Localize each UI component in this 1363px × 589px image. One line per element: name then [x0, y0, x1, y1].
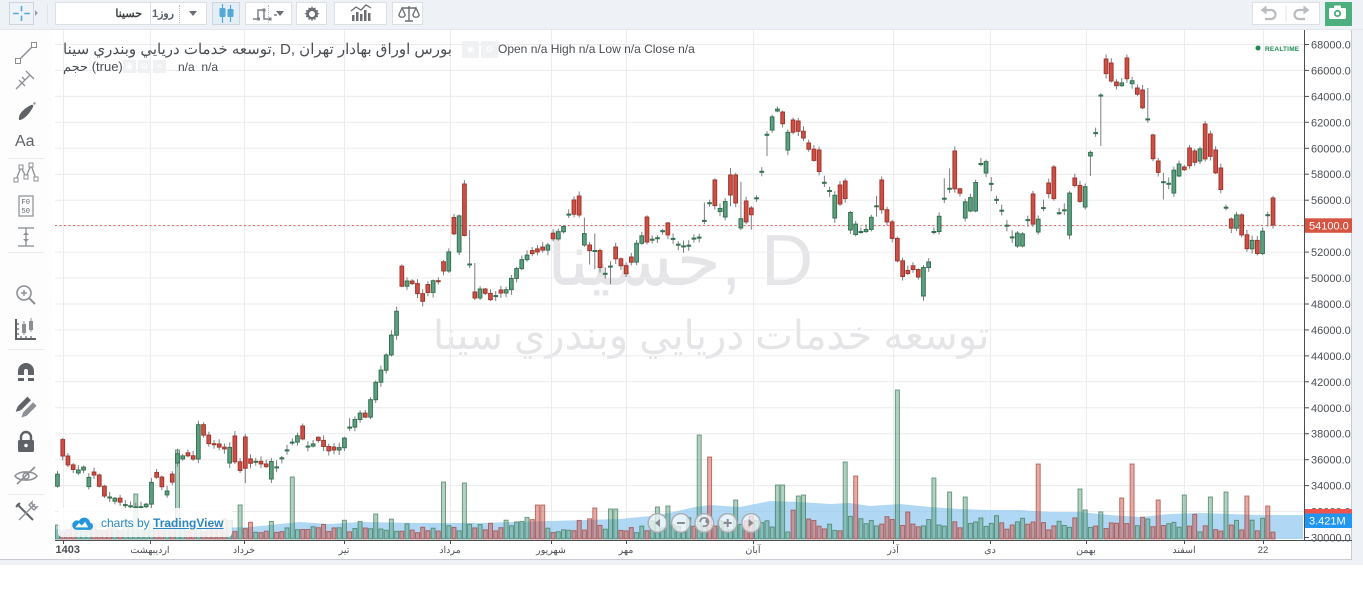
svg-text:3.421M: 3.421M	[1309, 516, 1346, 528]
svg-text:دى: دى	[984, 545, 996, 556]
svg-text:54100.0: 54100.0	[1309, 221, 1349, 233]
svg-text:64000.0: 64000.0	[1311, 91, 1351, 103]
svg-text:F0: F0	[22, 199, 30, 207]
svg-text:ارديبهشت: ارديبهشت	[130, 545, 169, 556]
svg-text:68000.0: 68000.0	[1311, 40, 1351, 52]
svg-text:58000.0: 58000.0	[1311, 169, 1351, 181]
svg-text:مرداد: مرداد	[439, 545, 460, 556]
svg-text:44000.0: 44000.0	[1311, 351, 1351, 363]
svg-text:38000.0: 38000.0	[1311, 429, 1351, 441]
svg-text:REALTIME: REALTIME	[1265, 46, 1300, 53]
svg-text:34000.0: 34000.0	[1311, 481, 1351, 493]
svg-text:22: 22	[1258, 545, 1269, 556]
svg-text:50000.0: 50000.0	[1311, 273, 1351, 285]
svg-text:اسفند: اسفند	[1172, 545, 1195, 556]
svg-text:48000.0: 48000.0	[1311, 299, 1351, 311]
svg-text:46000.0: 46000.0	[1311, 325, 1351, 337]
svg-text:50: 50	[22, 208, 30, 216]
svg-text:تير: تير	[338, 545, 350, 556]
svg-text:40000.0: 40000.0	[1311, 403, 1351, 415]
svg-text:شهريور: شهريور	[535, 545, 566, 556]
svg-text:56000.0: 56000.0	[1311, 195, 1351, 207]
svg-text:آبان: آبان	[745, 543, 762, 556]
svg-text:66000.0: 66000.0	[1311, 65, 1351, 77]
svg-text:1403: 1403	[56, 544, 80, 556]
svg-text:30000.0: 30000.0	[1311, 533, 1351, 545]
svg-text:60000.0: 60000.0	[1311, 143, 1351, 155]
svg-text:36000.0: 36000.0	[1311, 455, 1351, 467]
svg-text:Aa: Aa	[15, 133, 35, 150]
svg-text:آذر: آذر	[886, 543, 900, 556]
svg-text:42000.0: 42000.0	[1311, 377, 1351, 389]
svg-text:خرداد: خرداد	[233, 545, 255, 556]
svg-text:52000.0: 52000.0	[1311, 247, 1351, 259]
svg-text:مهر: مهر	[618, 545, 634, 556]
svg-text:بهمن: بهمن	[1076, 545, 1096, 556]
svg-text:62000.0: 62000.0	[1311, 117, 1351, 129]
